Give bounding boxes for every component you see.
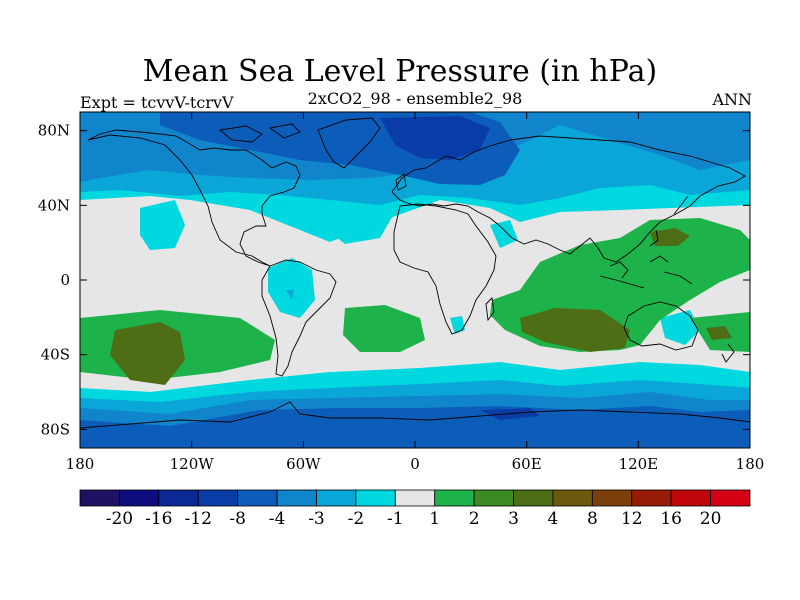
colorbar-swatch <box>394 489 436 507</box>
colorbar-swatch <box>434 489 475 507</box>
colorbar-swatch <box>631 489 672 507</box>
colorbar-swatch <box>473 489 514 507</box>
colorbar: -20 -16 -12 -8 -4 -3 -2 -1 1 2 3 4 8 12 16 20 <box>79 489 751 529</box>
colorbar-swatch <box>158 489 199 507</box>
field-pos3-tasman <box>706 326 732 340</box>
coast-greenland <box>317 117 381 169</box>
field-pos3-spacific <box>110 322 185 385</box>
season-label: ANN <box>712 90 752 109</box>
field-neg1-safrica <box>450 316 465 334</box>
coast-new-zealand <box>721 343 735 363</box>
coast-antarctica <box>80 401 750 429</box>
case-label: 2xCO2_98 - ensemble2_98 <box>307 89 523 108</box>
colorbar-swatch <box>552 489 593 507</box>
colorbar-label: -4 <box>269 509 286 529</box>
coast-maritime-continent <box>599 229 693 289</box>
lat-tick-label: 80S <box>41 420 70 438</box>
colorbar-label: -8 <box>229 509 246 529</box>
field-neg4-south <box>80 406 750 448</box>
colorbar-label: 8 <box>587 509 598 529</box>
field-neg2-samerica <box>286 290 294 300</box>
colorbar-swatch <box>591 489 633 507</box>
colorbar-label: -16 <box>145 509 172 529</box>
coastlines <box>80 117 750 429</box>
colorbar-label: 16 <box>660 509 682 529</box>
colorbar-swatch <box>276 489 317 507</box>
field-neg1-npacific <box>140 200 185 250</box>
colorbar-label: -1 <box>387 509 404 529</box>
colorbar-label: 1 <box>429 509 440 529</box>
colorbar-swatch <box>355 489 396 507</box>
colorbar-swatch <box>237 489 278 507</box>
colorbar-label: 2 <box>469 509 480 529</box>
field-neg8-north <box>380 116 490 160</box>
colorbar-swatch <box>119 489 160 507</box>
colorbar-label: 3 <box>508 509 519 529</box>
field-neg1-natlantic <box>330 212 395 244</box>
coast-uk <box>395 173 407 191</box>
field-pos3-wpacific <box>650 228 690 246</box>
lat-tick-label: 0 <box>60 271 70 289</box>
field-pos3-indian <box>520 308 630 352</box>
colorbar-swatch <box>79 489 120 507</box>
colorbar-swatch <box>316 489 357 507</box>
colorbar-label: -12 <box>185 509 212 529</box>
colorbar-swatch <box>197 489 239 507</box>
pressure-difference-field <box>80 112 750 448</box>
lon-tick-label: 60E <box>512 455 542 473</box>
lon-tick-label: 60W <box>286 455 321 473</box>
lat-tick-label: 80N <box>38 122 70 140</box>
colorbar-swatch <box>513 489 554 507</box>
colorbar-label: -2 <box>348 509 365 529</box>
field-neg1-samerica <box>268 258 315 318</box>
coast-eurasia <box>391 135 746 263</box>
field-neg1-arabia <box>490 220 518 248</box>
lon-tick-label: 120E <box>619 455 659 473</box>
experiment-label: Expt = tcvvV-tcrvV <box>80 93 234 112</box>
lon-tick-label: 180 <box>736 455 765 473</box>
longitude-axis: 180 120W 60W 0 60E 120E 180 <box>66 112 765 473</box>
field-pos1-satlantic <box>343 305 425 352</box>
field-neg2-arctic-east <box>530 145 620 172</box>
lon-tick-label: 0 <box>410 455 420 473</box>
coast-arctic-islands <box>218 123 301 143</box>
colorbar-swatch <box>710 489 751 507</box>
coast-south-america <box>261 259 337 377</box>
map-title: Mean Sea Level Pressure (in hPa) <box>142 54 658 89</box>
colorbar-label: -3 <box>308 509 325 529</box>
coast-africa <box>393 203 497 335</box>
colorbar-label: -20 <box>106 509 133 529</box>
colorbar-label: 20 <box>700 509 722 529</box>
lon-tick-label: 120W <box>170 455 215 473</box>
latitude-axis: 80N 40N 0 40S 80S <box>38 122 750 438</box>
lat-tick-label: 40S <box>41 346 70 364</box>
colorbar-label: 4 <box>548 509 559 529</box>
lat-tick-label: 40N <box>38 196 70 214</box>
coast-madagascar <box>485 297 495 322</box>
field-neg1-australia <box>660 310 700 345</box>
colorbar-swatch <box>670 489 711 507</box>
coast-north-america <box>87 129 301 267</box>
lon-tick-label: 180 <box>66 455 95 473</box>
coast-australia <box>623 301 699 351</box>
colorbar-label: 12 <box>621 509 643 529</box>
coast-japan <box>673 195 689 215</box>
